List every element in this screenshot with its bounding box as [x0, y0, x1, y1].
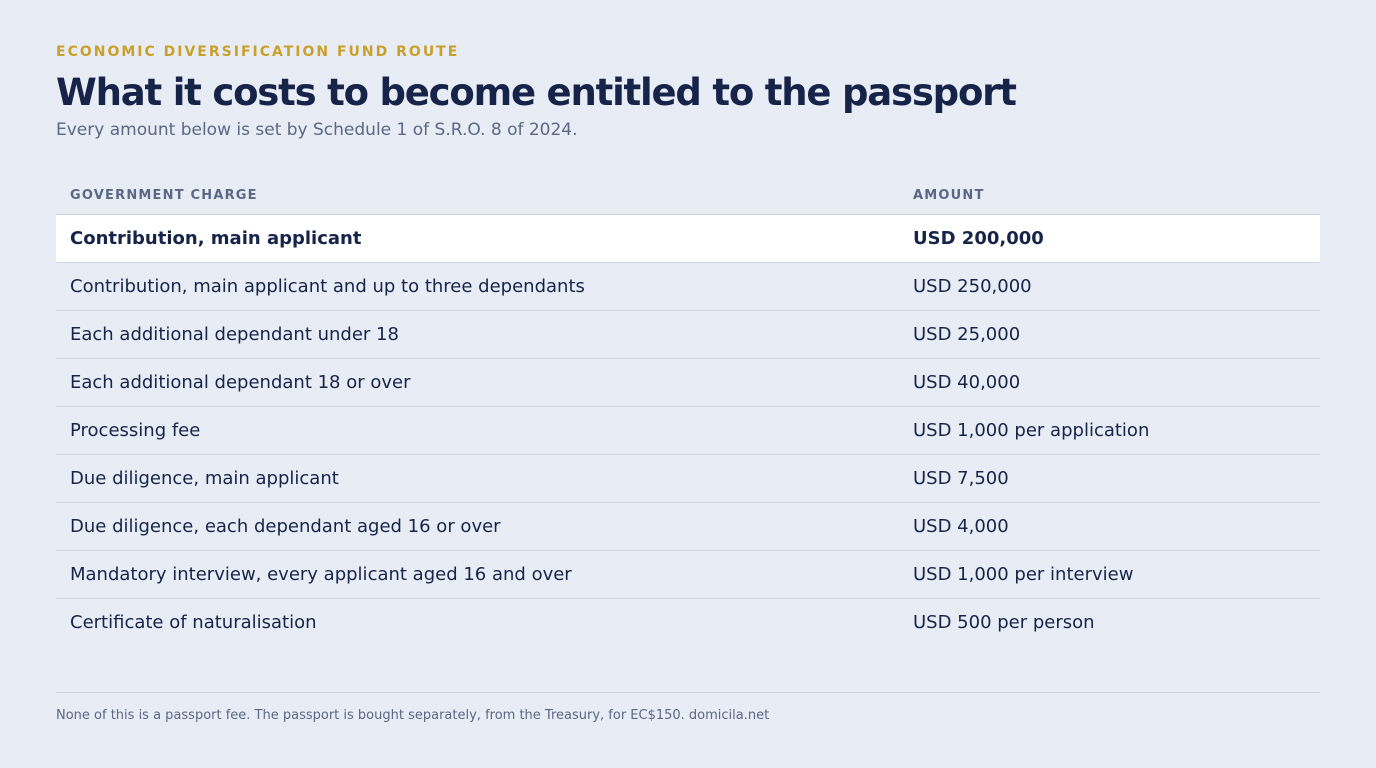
footer-note: None of this is a passport fee. The pass…: [56, 692, 1320, 723]
table-cell: Due diligence, each dependant aged 16 or…: [56, 502, 899, 551]
table-row: Processing fee USD 1,000 per application: [56, 406, 1320, 455]
table-cell: USD 40,000: [899, 358, 1320, 407]
table-cell: Each additional dependant under 18: [56, 310, 899, 359]
table-cell: USD 1,000 per application: [899, 406, 1320, 455]
title: What it costs to become entitled to the …: [56, 71, 1017, 114]
table-row: Certificate of naturalisation USD 500 per…: [56, 598, 1320, 646]
table-cell: Processing fee: [56, 406, 899, 455]
fee-table: GOVERNMENT CHARGE AMOUNT Contribution, mai…: [56, 176, 1320, 646]
table-cell: USD 250,000: [899, 262, 1320, 311]
table-cell: Contribution, main applicant: [56, 214, 899, 263]
table-row: Contribution, main applicant USD 200,000: [56, 214, 1320, 263]
eyebrow: ECONOMIC DIVERSIFICATION FUND ROUTE: [56, 44, 460, 60]
table-row: Contribution, main applicant and up to t…: [56, 262, 1320, 311]
column-header: AMOUNT: [913, 187, 985, 203]
table-cell: Due diligence, main applicant: [56, 454, 899, 503]
header-row: GOVERNMENT CHARGE AMOUNT: [56, 176, 1320, 215]
table-cell: USD 7,500: [899, 454, 1320, 503]
table-row: Each additional dependant 18 or over USD …: [56, 358, 1320, 407]
table-row: Due diligence, main applicant USD 7,500: [56, 454, 1320, 503]
table-row: Due diligence, each dependant aged 16 or…: [56, 502, 1320, 551]
table-cell: USD 25,000: [899, 310, 1320, 359]
table-row: Mandatory interview, every applicant age…: [56, 550, 1320, 599]
table-cell: USD 500 per person: [899, 598, 1320, 646]
table-cell: Contribution, main applicant and up to t…: [56, 262, 899, 311]
table-cell: USD 4,000: [899, 502, 1320, 551]
table-cell: Mandatory interview, every applicant age…: [56, 550, 899, 599]
subtitle: Every amount below is set by Schedule 1 …: [56, 120, 578, 140]
table-cell: Each additional dependant 18 or over: [56, 358, 899, 407]
column-header: GOVERNMENT CHARGE: [70, 187, 258, 203]
table-cell: USD 200,000: [899, 214, 1320, 263]
content: ECONOMIC DIVERSIFICATION FUND ROUTE What…: [56, 44, 1320, 646]
table-cell: USD 1,000 per interview: [899, 550, 1320, 599]
table-row: Each additional dependant under 18 USD 25…: [56, 310, 1320, 359]
table-cell: Certificate of naturalisation: [56, 598, 899, 646]
